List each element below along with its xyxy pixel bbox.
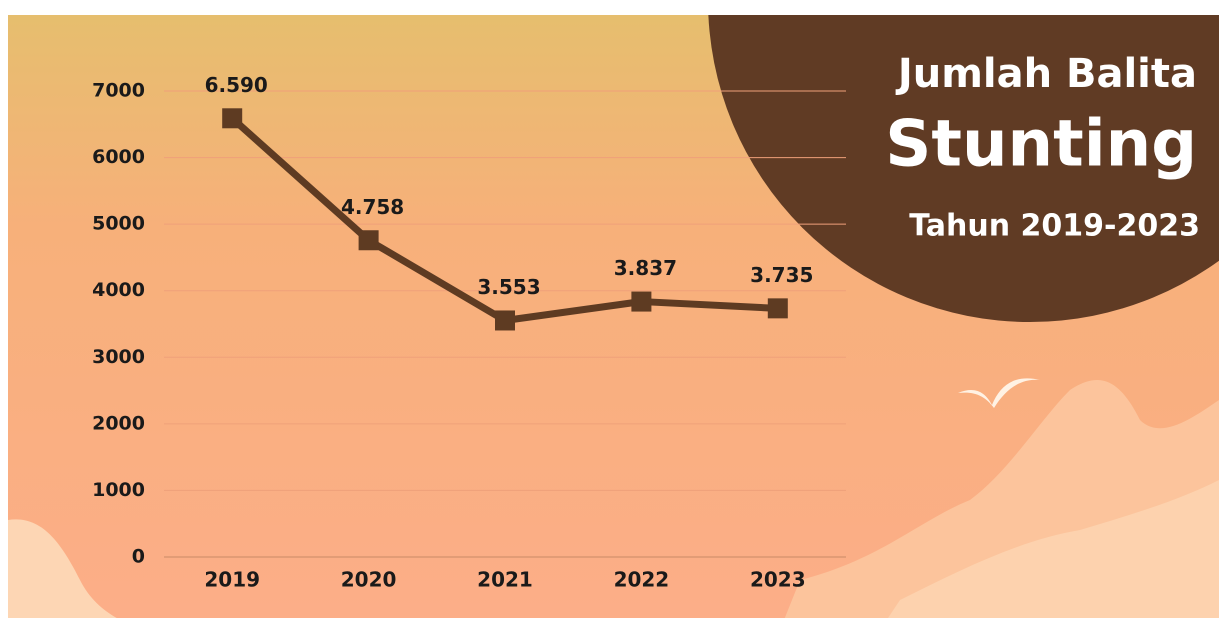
marker [358,230,379,251]
cloud-hill [8,519,117,618]
background [8,15,1219,618]
title-badge [708,15,1219,322]
y-tick-label: 2000 [92,412,145,434]
y-tick-label: 7000 [92,80,145,102]
x-tick-label: 2019 [204,568,260,592]
bird [958,378,1040,408]
x-tick-label: 2022 [614,568,670,592]
chart-title-emphasis: Stunting [885,108,1197,182]
x-tick-label: 2021 [477,568,533,592]
y-tick-label: 0 [132,546,145,568]
x-tick-label: 2020 [341,568,397,592]
marker [631,291,652,312]
marker [767,298,788,319]
data-label: 6.590 [205,73,268,97]
marker [495,310,515,331]
data-label: 3.553 [477,275,540,299]
cloud-hill [888,480,1219,618]
y-tick-label: 4000 [92,279,145,301]
y-tick-label: 5000 [92,213,145,235]
data-label: 3.837 [614,256,677,280]
y-tick-label: 3000 [92,346,145,368]
data-label: 4.758 [341,195,404,219]
data-label: 3.735 [750,263,813,287]
y-tick-label: 1000 [92,479,145,501]
chart-title: Jumlah Balita [895,51,1197,97]
y-tick-label: 6000 [92,146,145,168]
marker [222,108,243,129]
chart-subtitle: Tahun 2019-2023 [909,209,1200,244]
x-tick-label: 2023 [750,568,806,592]
